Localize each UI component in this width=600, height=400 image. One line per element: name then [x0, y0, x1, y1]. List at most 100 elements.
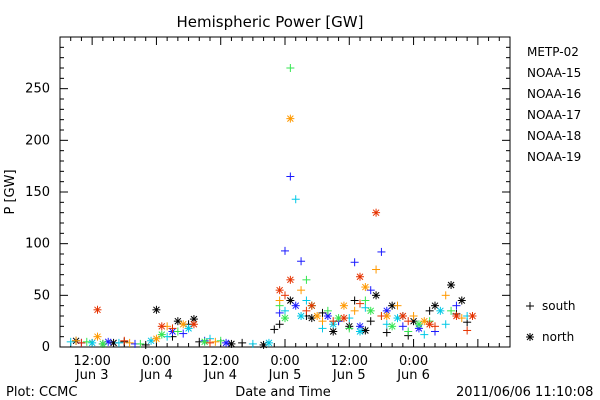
point-north	[98, 339, 107, 348]
point-south	[318, 317, 327, 326]
point-south	[302, 296, 311, 305]
point-south	[452, 301, 461, 310]
point-south	[345, 324, 354, 333]
point-north	[329, 327, 338, 336]
point-south	[297, 257, 306, 266]
point-south	[377, 312, 386, 320]
point-south	[318, 324, 327, 333]
point-south	[173, 327, 182, 336]
point-south	[281, 291, 289, 300]
point-north	[452, 312, 461, 320]
point-north	[200, 337, 209, 346]
point-north	[173, 317, 182, 326]
legend-entry: NOAA-19	[527, 150, 581, 164]
point-north	[88, 338, 97, 347]
point-south	[377, 247, 386, 256]
point-south	[393, 301, 402, 310]
point-south	[302, 275, 311, 284]
point-north	[275, 286, 284, 295]
plot-credit: Plot: CCMC	[6, 385, 77, 400]
y-tick-label: 250	[25, 82, 50, 97]
point-south	[350, 306, 359, 315]
point-north	[366, 306, 375, 315]
legend-entry: NOAA-16	[527, 87, 581, 101]
plot-timestamp: 2011/06/06 11:10:08	[456, 385, 593, 400]
point-north	[286, 296, 295, 305]
point-north	[152, 334, 161, 343]
point-south	[125, 338, 134, 347]
point-south	[356, 299, 364, 308]
point-south	[275, 320, 284, 329]
x-tick-label: 12:00	[73, 354, 110, 369]
point-south	[323, 306, 332, 315]
point-south	[398, 322, 407, 331]
point-south	[82, 337, 91, 346]
point-north	[388, 322, 397, 331]
point-north	[431, 301, 439, 310]
x-tick-label: 0:00	[270, 354, 299, 369]
point-south	[77, 338, 86, 347]
y-axis: 0 50 100 150 200 250	[25, 36, 510, 355]
point-south	[270, 325, 279, 334]
point-south	[136, 339, 145, 348]
point-north	[189, 320, 198, 329]
point-north	[152, 305, 161, 314]
point-south	[281, 246, 289, 255]
point-north	[447, 281, 456, 289]
point-north	[361, 326, 370, 335]
y-axis-label: P [GW]	[3, 169, 18, 214]
point-south	[281, 306, 289, 315]
point-south	[66, 337, 75, 346]
point-north	[157, 322, 166, 331]
y-tick-label: 100	[25, 237, 50, 252]
point-south	[248, 339, 257, 348]
point-south	[463, 326, 472, 335]
plot-frame	[59, 36, 511, 348]
point-south	[366, 317, 375, 326]
point-south	[297, 286, 306, 295]
point-south	[120, 336, 129, 345]
point-south	[350, 258, 359, 267]
point-north	[286, 114, 295, 123]
point-north	[356, 272, 364, 281]
point-south	[302, 306, 311, 315]
point-south	[141, 340, 150, 349]
point-north	[93, 332, 102, 341]
x-axis-label: Date and Time	[235, 385, 331, 400]
point-north	[388, 301, 397, 310]
point-north	[323, 312, 332, 320]
point-south	[441, 291, 450, 300]
x-tick-date-label: Jun 4	[203, 368, 237, 383]
point-north	[468, 312, 477, 320]
point-south	[206, 338, 214, 347]
x-tick-date-label: Jun 4	[139, 368, 173, 383]
point-north	[356, 327, 364, 336]
point-north	[372, 291, 381, 300]
point-north	[398, 312, 407, 320]
legend-entry: NOAA-15	[527, 66, 581, 80]
point-north	[339, 301, 348, 310]
point-north	[264, 338, 273, 347]
point-south	[441, 320, 450, 329]
point-north	[425, 320, 434, 329]
point-north	[313, 312, 322, 320]
point-north	[372, 208, 381, 217]
south-marker-symbol	[526, 302, 534, 310]
point-south	[168, 324, 177, 333]
north-marker-label: north	[542, 330, 574, 344]
point-south	[211, 337, 220, 346]
point-north	[339, 314, 348, 323]
x-tick-date-label: Jun 5	[268, 368, 302, 383]
x-tick-date-label: Jun 5	[332, 368, 366, 383]
point-north	[222, 338, 231, 347]
point-south	[286, 64, 295, 72]
point-north	[227, 339, 236, 348]
point-south	[291, 195, 300, 204]
point-south	[238, 338, 247, 347]
point-south	[409, 312, 418, 320]
x-tick-label: 0:00	[399, 354, 428, 369]
north-marker-symbol	[526, 333, 534, 341]
point-south	[372, 265, 381, 274]
